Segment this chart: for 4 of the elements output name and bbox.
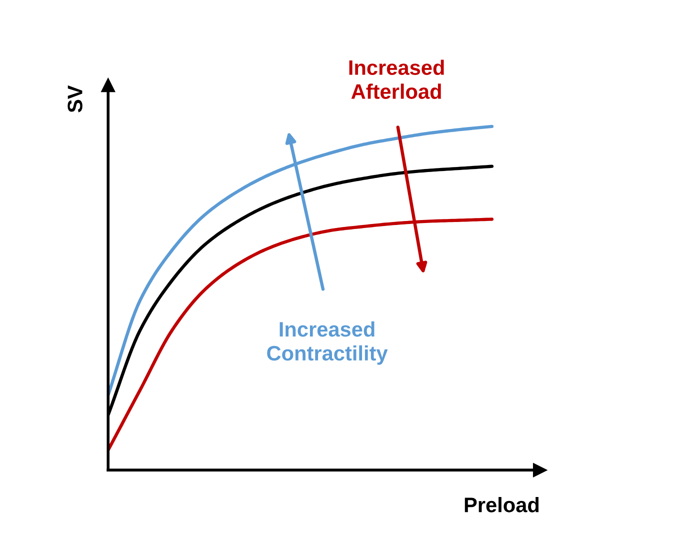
- x-axis-title: Preload: [464, 497, 539, 512]
- text: Increased Afterload: [349, 60, 444, 99]
- annotation: Increased Contractility: [267, 321, 388, 365]
- y-axis-title: SV: [68, 85, 82, 112]
